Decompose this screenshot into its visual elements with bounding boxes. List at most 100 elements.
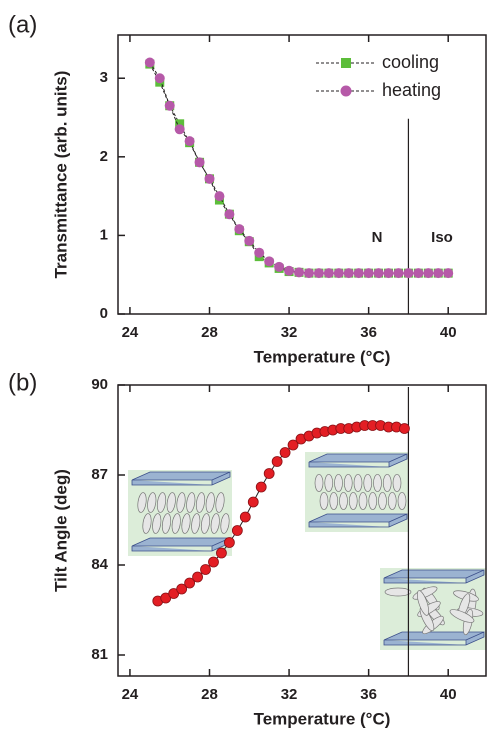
y-axis-title: Transmittance (arb. units) xyxy=(51,71,70,279)
y-tick-label: 3 xyxy=(100,69,108,86)
data-point xyxy=(353,268,364,279)
molecule xyxy=(353,474,363,492)
x-tick-label: 28 xyxy=(201,686,218,703)
x-tick-label: 40 xyxy=(440,686,457,703)
data-point xyxy=(343,268,354,279)
cell-plate xyxy=(131,471,231,486)
x-tick-label: 40 xyxy=(440,324,457,341)
cell-plate xyxy=(383,569,485,584)
data-point xyxy=(223,537,235,548)
molecule xyxy=(220,513,230,534)
data-point xyxy=(144,57,155,68)
data-point xyxy=(413,268,424,279)
data-point xyxy=(175,119,185,129)
molecule xyxy=(137,492,147,513)
data-point xyxy=(264,256,275,267)
data-point xyxy=(192,571,203,583)
molecule xyxy=(200,513,211,534)
cell-illustration xyxy=(380,568,486,650)
molecule xyxy=(387,492,397,510)
molecule xyxy=(378,492,387,510)
phase-label: Iso xyxy=(431,229,453,246)
molecule xyxy=(373,474,382,492)
molecule xyxy=(384,587,412,597)
x-tick-label: 24 xyxy=(122,686,139,703)
y-tick-label: 1 xyxy=(100,226,108,243)
data-point xyxy=(279,447,291,458)
data-point xyxy=(231,525,243,536)
molecule xyxy=(152,513,162,534)
cell-illustration xyxy=(305,452,409,532)
data-point xyxy=(244,235,255,246)
molecule xyxy=(166,492,176,513)
data-point xyxy=(184,136,195,147)
molecule xyxy=(215,492,225,513)
cell-plate xyxy=(308,513,408,528)
data-point xyxy=(303,268,314,279)
data-point xyxy=(274,261,285,272)
molecule xyxy=(186,492,196,513)
data-point xyxy=(423,268,434,279)
cell-plate xyxy=(308,453,408,468)
molecule xyxy=(156,492,167,513)
molecule xyxy=(392,474,402,492)
molecule xyxy=(397,492,407,510)
data-point xyxy=(403,268,414,279)
data-point xyxy=(443,268,454,279)
data-point xyxy=(174,124,185,135)
data-point xyxy=(313,268,324,279)
legend-marker xyxy=(340,85,352,97)
data-point xyxy=(271,456,283,467)
data-point xyxy=(255,481,267,493)
molecule xyxy=(195,492,206,513)
panel-label: (b) xyxy=(8,369,37,396)
data-point xyxy=(224,209,235,220)
y-tick-label: 87 xyxy=(91,466,108,483)
cell-plate xyxy=(383,631,485,646)
molecule xyxy=(416,590,430,616)
molecule xyxy=(176,492,186,513)
data-point xyxy=(294,267,305,278)
plot-frame xyxy=(117,34,487,315)
molecule xyxy=(363,474,373,492)
data-point xyxy=(263,468,275,479)
data-point xyxy=(254,247,265,258)
molecule xyxy=(382,474,392,492)
data-point xyxy=(333,268,344,279)
x-tick-label: 28 xyxy=(201,324,218,341)
y-tick-label: 84 xyxy=(91,556,108,573)
y-axis-title: Tilt Angle (deg) xyxy=(51,469,70,592)
x-tick-label: 36 xyxy=(360,324,377,341)
data-point xyxy=(234,224,245,235)
legend-label: cooling xyxy=(382,52,439,72)
data-point xyxy=(383,268,394,279)
data-point xyxy=(208,556,219,568)
x-axis-title: Temperature (°C) xyxy=(254,347,391,366)
y-tick-label: 81 xyxy=(91,646,108,663)
molecule xyxy=(142,513,152,534)
molecule xyxy=(171,513,181,534)
molecule xyxy=(368,492,378,510)
molecule xyxy=(319,492,329,510)
x-tick-label: 32 xyxy=(281,686,298,703)
y-tick-label: 0 xyxy=(100,305,108,322)
molecule xyxy=(205,492,215,513)
molecule xyxy=(191,513,201,534)
cell-illustration xyxy=(128,470,232,556)
data-point xyxy=(164,100,175,111)
molecule xyxy=(358,492,368,510)
molecule xyxy=(329,492,339,510)
legend-marker xyxy=(341,58,351,68)
data-point xyxy=(154,73,165,84)
data-point xyxy=(287,439,299,451)
molecule xyxy=(348,492,358,510)
data-point xyxy=(194,157,205,168)
data-point xyxy=(284,265,295,276)
y-tick-label: 2 xyxy=(100,148,108,165)
molecule xyxy=(161,513,172,534)
molecule xyxy=(334,474,343,492)
data-point xyxy=(176,583,188,595)
data-point xyxy=(216,547,227,559)
x-tick-label: 36 xyxy=(360,686,377,703)
